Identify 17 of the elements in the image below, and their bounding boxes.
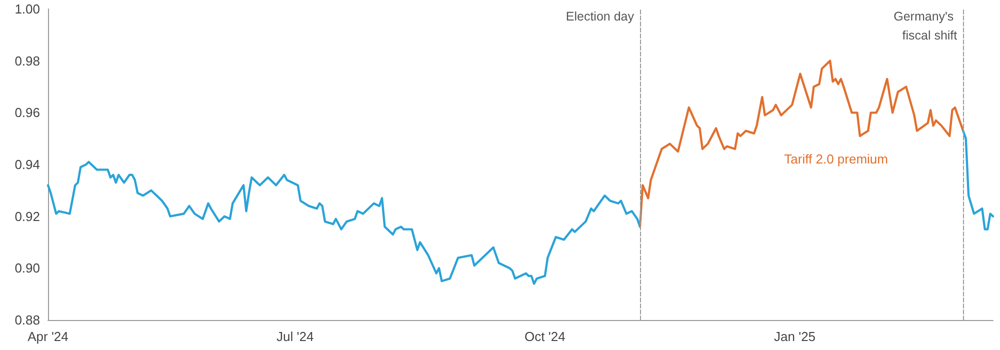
x-tick-label: Apr '24 (28, 329, 68, 344)
text: Tariff 2.0 premium (784, 151, 888, 166)
x-tick-label: Oct '24 (524, 329, 566, 344)
ref-line-label: Germany's fiscal shift (894, 10, 958, 42)
y-tick-label: 0.96 (14, 105, 40, 120)
line-series (962, 130, 994, 230)
x-tick-label: Jul '24 (276, 329, 314, 344)
x-tick-label: Jan '25 (774, 329, 816, 344)
y-tick-label: 0.94 (14, 157, 40, 172)
y-tick-label: 0.88 (14, 312, 40, 328)
y-tick-label: 1.00 (14, 2, 40, 16)
line-series (638, 60, 964, 228)
y-tick-label: 0.92 (14, 208, 40, 224)
y-tick-label: 0.98 (14, 53, 40, 68)
ref-line-label: Election day (566, 10, 635, 24)
y-tick-label: 0.90 (14, 260, 40, 276)
line-series (46, 160, 642, 285)
